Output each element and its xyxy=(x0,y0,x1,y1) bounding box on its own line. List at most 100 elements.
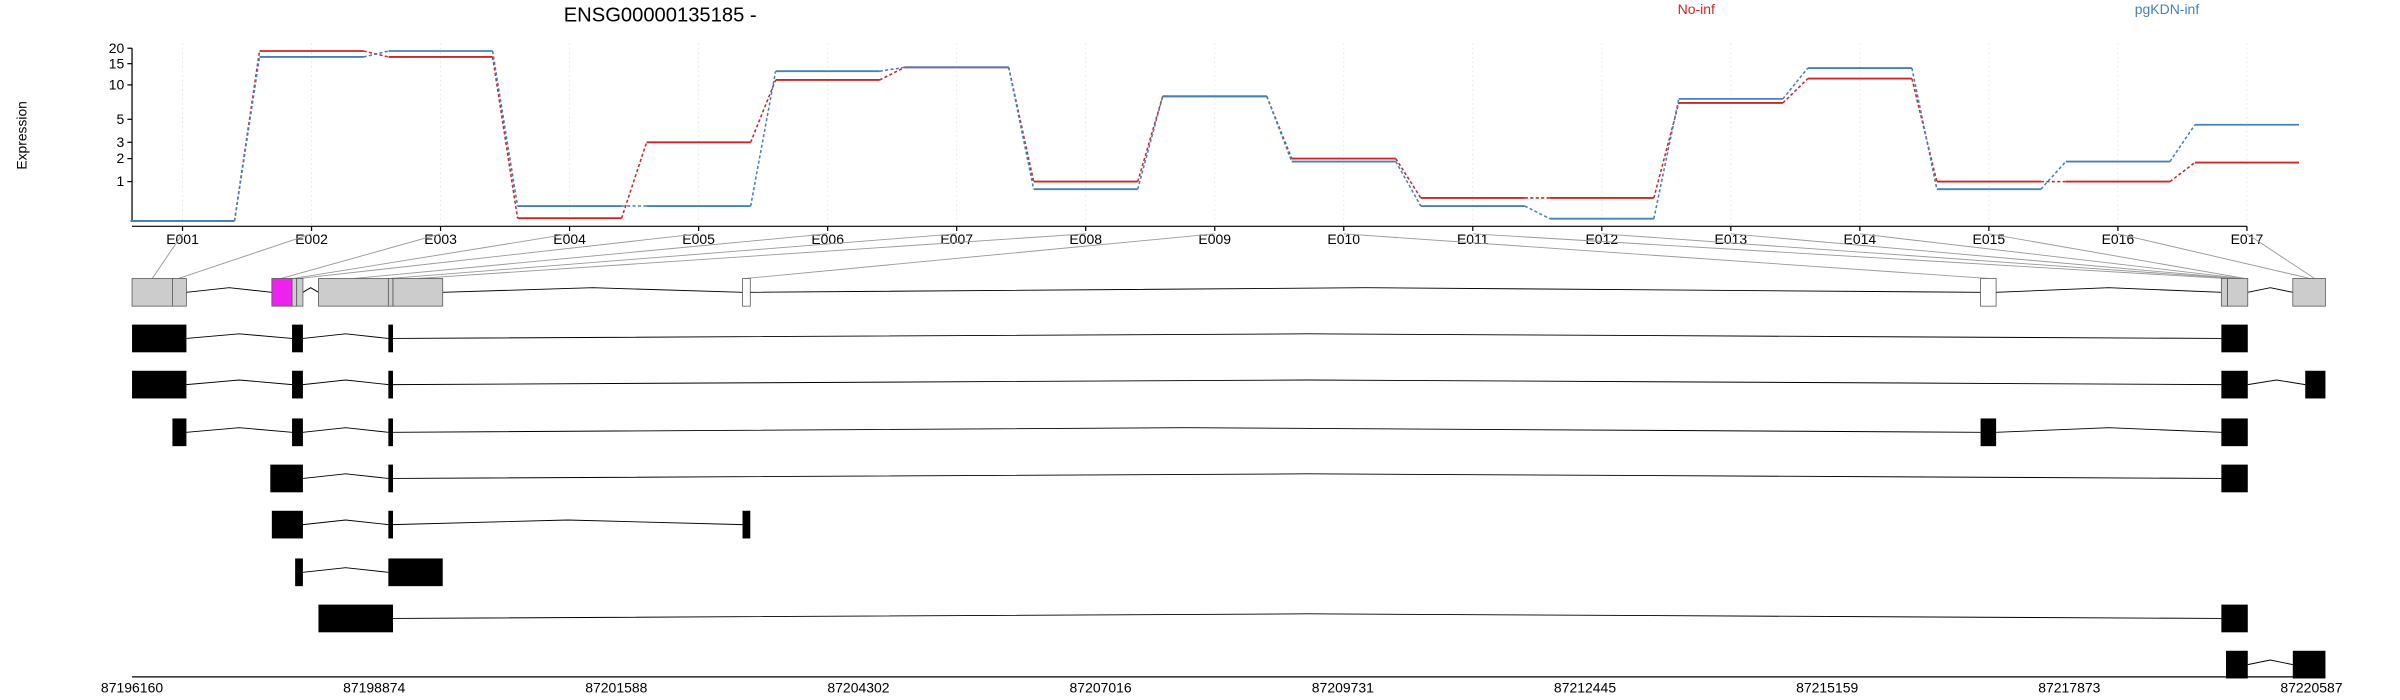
transcript-exon xyxy=(388,464,394,493)
x-tick-label: E016 xyxy=(2102,231,2135,247)
genomic-tick-label: 87215159 xyxy=(1796,679,1858,695)
y-tick-label: 1 xyxy=(117,173,125,189)
transcript-exon xyxy=(742,510,751,539)
mapping-line xyxy=(2117,233,2311,279)
exon-bin xyxy=(387,278,394,307)
intron xyxy=(302,333,389,339)
x-tick-label: E002 xyxy=(295,231,328,247)
mapping-line xyxy=(1730,233,2237,279)
transcript-exon xyxy=(388,558,443,587)
connector xyxy=(1007,67,1035,190)
transcript-exon xyxy=(292,370,303,399)
x-tick-label: E012 xyxy=(1585,231,1618,247)
y-tick-label: 15 xyxy=(109,55,125,71)
x-tick-label: E010 xyxy=(1327,231,1360,247)
intron xyxy=(2247,659,2293,666)
intron xyxy=(393,427,1981,433)
transcript-exon xyxy=(2221,370,2248,399)
exon-bin xyxy=(318,278,389,307)
exon-bin xyxy=(131,278,173,307)
transcript-exon xyxy=(388,324,394,353)
connector xyxy=(749,79,777,143)
intron xyxy=(302,427,389,433)
exon-bin xyxy=(271,278,293,307)
genomic-tick-label: 87207016 xyxy=(1070,679,1132,695)
transcript-exon xyxy=(388,370,394,399)
intron xyxy=(393,379,2222,386)
connector xyxy=(1136,96,1164,182)
x-tick-label: E003 xyxy=(424,231,457,247)
transcript-exon xyxy=(2221,418,2248,447)
mapping-line xyxy=(2246,233,2315,279)
y-tick-label: 20 xyxy=(109,40,125,56)
intron xyxy=(1996,287,2222,293)
genomic-tick-label: 87220587 xyxy=(2280,679,2342,695)
connector xyxy=(620,142,648,219)
transcript-exon xyxy=(2292,650,2326,679)
x-tick-label: E017 xyxy=(2231,231,2264,247)
x-tick-label: E001 xyxy=(166,231,199,247)
legend-label: pgKDN-inf xyxy=(2135,1,2200,17)
connector xyxy=(1653,102,1680,199)
genomic-tick-label: 87212445 xyxy=(1554,679,1616,695)
mapping-line xyxy=(417,233,1086,279)
connector xyxy=(2169,124,2196,162)
transcript-exon xyxy=(292,418,303,447)
connector xyxy=(1395,158,1422,199)
genomic-tick-label: 87201588 xyxy=(585,679,647,695)
transcript-exon xyxy=(318,604,394,633)
legend-label: No-inf xyxy=(1678,1,1715,17)
y-tick-label: 2 xyxy=(117,150,125,166)
y-tick-label: 3 xyxy=(117,134,125,150)
exon-bin xyxy=(296,278,304,307)
intron xyxy=(186,287,272,293)
x-tick-label: E009 xyxy=(1198,231,1231,247)
mapping-line xyxy=(178,233,312,279)
exon-bin xyxy=(1980,278,1997,307)
exon-bin xyxy=(2292,278,2326,307)
intron xyxy=(393,333,2222,339)
transcript-exon xyxy=(2305,370,2326,399)
genomic-tick-label: 87217873 xyxy=(2038,679,2100,695)
intron xyxy=(1996,427,2222,433)
intron xyxy=(302,379,389,386)
x-tick-label: E007 xyxy=(940,231,973,247)
mapping-line xyxy=(299,233,699,279)
mapping-line xyxy=(389,233,957,279)
transcript-exon xyxy=(1980,418,1997,447)
intron xyxy=(750,287,1981,293)
exon-bin xyxy=(392,278,444,307)
connector xyxy=(1782,78,1809,104)
connector xyxy=(1266,96,1293,162)
intron xyxy=(392,519,743,526)
y-tick-label: 10 xyxy=(109,77,125,93)
connector xyxy=(2169,161,2196,183)
connector xyxy=(879,66,905,72)
transcript-exon xyxy=(2221,324,2248,353)
transcript-exon xyxy=(292,324,303,353)
intron xyxy=(2247,287,2293,293)
exon-bin xyxy=(742,278,751,307)
transcript-exon xyxy=(271,510,303,539)
connector xyxy=(233,56,261,222)
connector xyxy=(1524,205,1551,220)
mapping-line xyxy=(1601,233,2234,279)
chart-title: ENSG00000135185 - xyxy=(564,5,757,27)
intron xyxy=(302,567,389,573)
mapping-line xyxy=(1988,233,2245,279)
x-tick-label: E004 xyxy=(553,231,586,247)
intron xyxy=(2247,379,2306,386)
mapping-line xyxy=(281,233,441,279)
connector xyxy=(363,50,389,58)
transcript-exon xyxy=(2221,464,2248,493)
connector xyxy=(1395,161,1422,207)
intron xyxy=(442,287,743,293)
connector xyxy=(1911,78,1938,182)
genomic-tick-label: 87204302 xyxy=(827,679,889,695)
connector xyxy=(749,71,777,207)
transcript-exon xyxy=(132,370,187,399)
transcript-exon xyxy=(295,558,303,587)
transcript-exon xyxy=(270,464,303,493)
